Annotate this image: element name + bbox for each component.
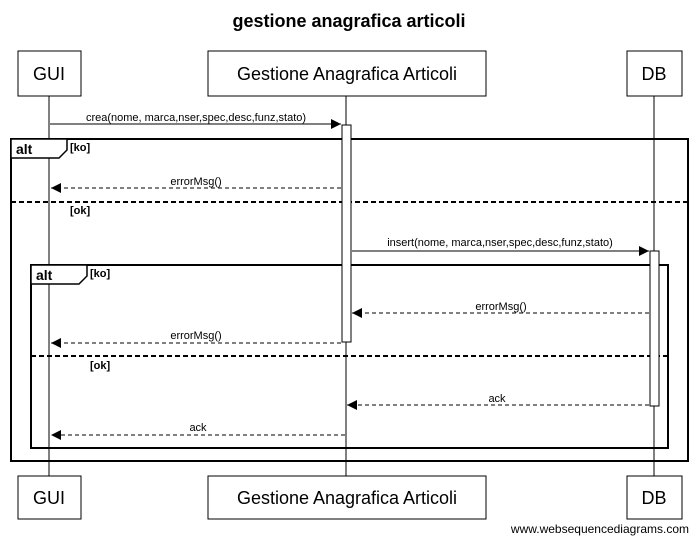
svg-text:Gestione Anagrafica Articoli: Gestione Anagrafica Articoli (237, 488, 457, 508)
svg-text:ack: ack (189, 422, 207, 434)
participant-gestione-anagrafica-articoli-bottom: Gestione Anagrafica Articoli (207, 475, 487, 520)
participant-gestione-anagrafica-articoli-top: Gestione Anagrafica Articoli (207, 50, 487, 97)
guard-ko: [ko] (70, 142, 91, 154)
svg-text:DB: DB (641, 488, 666, 508)
activation-bar-gestione-anagrafica-articoli (341, 124, 352, 343)
svg-text:errorMsg(): errorMsg() (475, 301, 526, 313)
svg-text:ack: ack (488, 393, 506, 405)
message-error-msg: errorMsg() (51, 176, 341, 193)
participant-gui-top: GUI (17, 50, 82, 97)
svg-text:Gestione Anagrafica Articoli: Gestione Anagrafica Articoli (237, 64, 457, 84)
svg-text:GUI: GUI (33, 64, 65, 84)
fragment-keyword: alt (16, 141, 33, 157)
guard-ok: [ok] (70, 205, 91, 217)
svg-text:insert(nome, marca,nser,spec,d: insert(nome, marca,nser,spec,desc,funz,s… (387, 237, 613, 249)
guard-ko: [ko] (90, 268, 111, 280)
svg-text:GUI: GUI (33, 488, 65, 508)
guard-ok: [ok] (90, 360, 111, 372)
participant-db-top: DB (626, 50, 683, 97)
activation-bar-db (649, 250, 660, 407)
participant-gui-bottom: GUI (17, 475, 82, 520)
svg-text:crea(nome, marca,nser,spec,des: crea(nome, marca,nser,spec,desc,funz,sta… (86, 112, 306, 124)
message-error-msg: errorMsg() (352, 301, 649, 318)
diagram-title: gestione anagrafica articoli (232, 11, 465, 31)
message-error-msg: errorMsg() (51, 330, 341, 348)
participant-db-bottom: DB (626, 475, 683, 520)
svg-text:errorMsg(): errorMsg() (170, 330, 221, 342)
watermark: www.websequencediagrams.com (510, 522, 689, 536)
svg-text:DB: DB (641, 64, 666, 84)
message-crea: crea(nome, marca,nser,spec,desc,funz,sta… (50, 112, 341, 129)
message-insert: insert(nome, marca,nser,spec,desc,funz,s… (352, 237, 649, 256)
svg-text:errorMsg(): errorMsg() (170, 176, 221, 188)
message-ack: ack (347, 393, 649, 410)
message-ack: ack (51, 422, 345, 440)
fragment-keyword: alt (36, 267, 53, 283)
